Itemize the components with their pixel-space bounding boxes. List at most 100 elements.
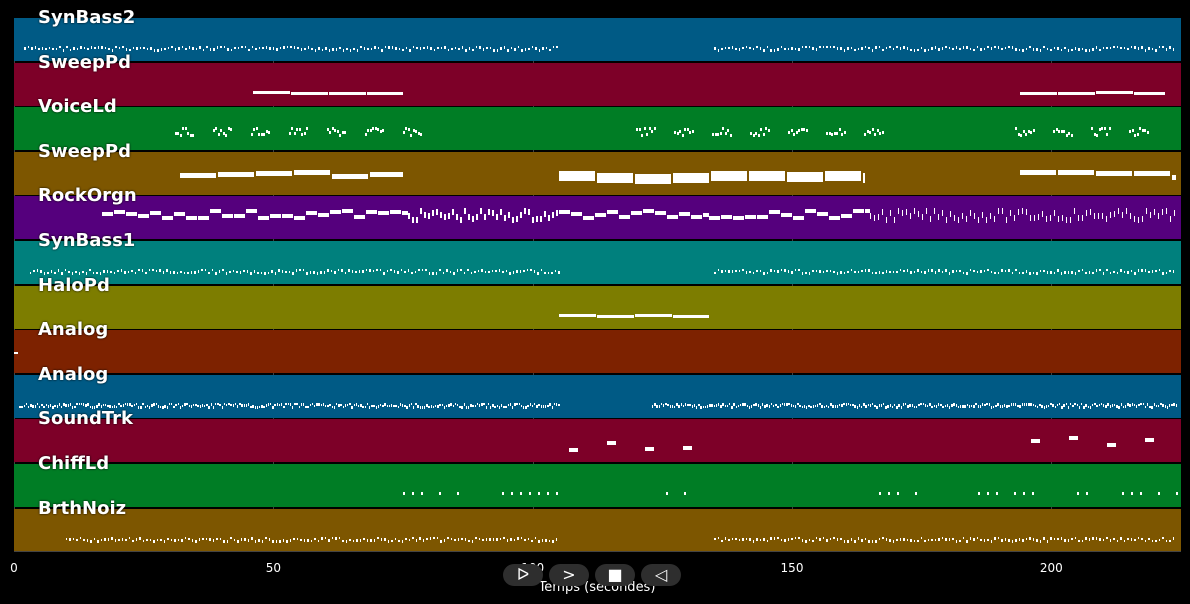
forward-button[interactable]: > (549, 564, 589, 586)
note-event (258, 216, 270, 221)
track-lane[interactable] (14, 285, 1181, 329)
note-event (1078, 405, 1081, 409)
note-event (420, 208, 422, 215)
note-event (672, 172, 709, 183)
note-event (1020, 169, 1057, 175)
note-event (157, 404, 160, 408)
track-lane[interactable] (14, 374, 1181, 418)
note-event (885, 405, 887, 409)
note-event (924, 403, 927, 407)
note-event (388, 404, 391, 407)
note-event (520, 492, 522, 495)
note-event (684, 128, 687, 132)
note-event (428, 272, 431, 275)
track-lane[interactable] (14, 18, 1181, 61)
track-lane[interactable] (14, 107, 1181, 151)
note-event (52, 48, 54, 50)
note-event (944, 404, 947, 407)
note-event (896, 405, 898, 409)
note-event (1074, 47, 1077, 50)
note-event (33, 270, 35, 272)
note-event (384, 402, 386, 406)
note-event (268, 537, 271, 541)
note-event (1133, 216, 1136, 223)
note-event (917, 269, 919, 272)
note-event (410, 134, 413, 138)
note-event (1129, 403, 1131, 407)
note-event (1166, 405, 1169, 409)
note-event (927, 538, 930, 541)
note-event (324, 404, 327, 407)
note-event (750, 404, 753, 408)
note-event (981, 212, 984, 219)
note-event (348, 269, 350, 272)
note-event (672, 314, 709, 318)
note-event (1095, 269, 1098, 272)
note-event (468, 47, 471, 50)
track-lane[interactable] (14, 419, 1181, 463)
note-event (869, 131, 872, 135)
note-event (911, 403, 914, 407)
note-event (76, 48, 79, 50)
note-event (893, 217, 896, 224)
note-event (1005, 217, 1008, 224)
note-event (552, 212, 554, 219)
note-event (1158, 46, 1161, 48)
play-button[interactable]: ᐅ (503, 564, 543, 586)
note-event (102, 212, 114, 217)
note-event (864, 537, 867, 540)
track-lane[interactable] (14, 241, 1181, 284)
note-event (227, 127, 230, 131)
note-event (1096, 134, 1099, 138)
track-lane[interactable] (14, 464, 1181, 507)
note-event (850, 537, 853, 541)
note-event (153, 539, 155, 543)
note-event (993, 216, 996, 223)
track-lane[interactable] (14, 508, 1181, 552)
note-event (407, 128, 410, 132)
note-event (310, 539, 313, 542)
note-event (1029, 536, 1031, 540)
note-event (124, 402, 127, 405)
note-event (787, 48, 790, 50)
note-event (987, 538, 989, 541)
note-event (456, 269, 459, 272)
note-event (896, 538, 898, 541)
note-event (453, 272, 455, 275)
note-event (1085, 492, 1088, 495)
note-event (542, 47, 544, 50)
note-event (830, 402, 832, 406)
note-event (49, 403, 52, 407)
note-event (1015, 48, 1017, 51)
note-event (415, 538, 418, 542)
note-event (402, 49, 404, 51)
note-event (447, 49, 450, 51)
note-event (784, 48, 786, 50)
note-event (395, 47, 397, 50)
note-event (766, 403, 768, 407)
note-event (1145, 208, 1148, 215)
track-lane[interactable] (14, 62, 1181, 106)
note-event (1068, 436, 1078, 441)
stop-button[interactable]: ■ (595, 564, 635, 586)
note-event (285, 271, 287, 273)
note-event (742, 402, 744, 406)
note-event (369, 171, 403, 177)
note-event (795, 131, 798, 135)
note-event (948, 537, 951, 541)
note-event (952, 270, 954, 273)
note-event (1065, 217, 1068, 224)
note-event (875, 46, 877, 49)
note-event (1095, 536, 1098, 540)
note-event (920, 47, 923, 49)
note-event (366, 210, 378, 215)
track-lane[interactable] (14, 330, 1181, 374)
note-event (744, 402, 746, 406)
note-event (1021, 208, 1024, 215)
rewind-button[interactable]: ◁ (641, 564, 681, 586)
note-event (644, 447, 654, 452)
note-event (651, 404, 654, 408)
note-event (1074, 272, 1077, 275)
note-event (753, 403, 755, 406)
note-event (938, 537, 940, 541)
